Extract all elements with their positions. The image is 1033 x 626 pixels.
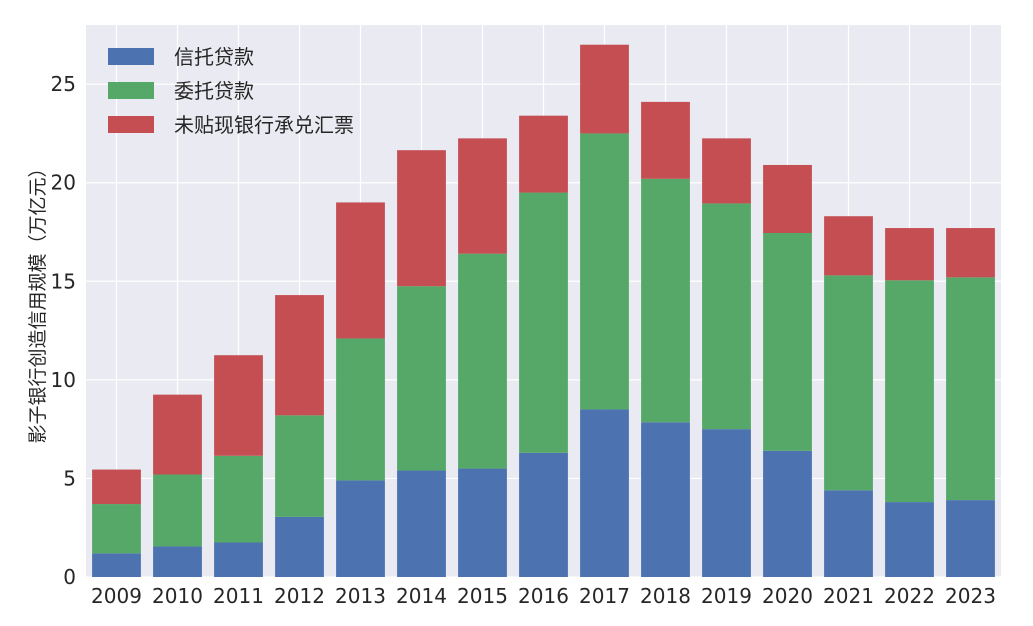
bar-segment-1-2019 — [702, 203, 751, 430]
bar-segment-1-2012 — [275, 415, 324, 517]
y-tick-label: 20 — [51, 171, 76, 195]
x-tick-label: 2011 — [213, 584, 264, 608]
bar-segment-2-2014 — [397, 150, 446, 287]
bar-segment-1-2022 — [885, 280, 934, 503]
bar-segment-2-2019 — [702, 138, 751, 204]
legend-label: 委托贷款 — [174, 79, 254, 103]
bar-segment-0-2013 — [336, 480, 385, 577]
bar-segment-1-2013 — [336, 338, 385, 481]
legend-swatch — [108, 82, 154, 99]
x-tick-label: 2019 — [701, 584, 752, 608]
legend-item: 未贴现银行承兑汇票 — [108, 113, 354, 137]
y-tick-labels: 0 5 10 15 20 25 — [51, 72, 76, 589]
bar-segment-1-2021 — [824, 275, 873, 491]
x-tick-label: 2018 — [640, 584, 691, 608]
bar-segment-0-2010 — [153, 546, 202, 577]
bar-segment-2-2009 — [92, 469, 141, 505]
bar-segment-2-2018 — [641, 101, 690, 179]
bar-segment-1-2018 — [641, 178, 690, 423]
x-tick-labels: 2009 2010 2011 2012 2013 2014 2015 2016 2017 2018… — [91, 584, 996, 608]
bar-segment-1-2017 — [580, 133, 629, 410]
bar-segment-0-2017 — [580, 409, 629, 577]
x-tick-label: 2009 — [91, 584, 142, 608]
bar-segment-2-2012 — [275, 295, 324, 416]
x-tick-label: 2017 — [579, 584, 630, 608]
bar-segment-1-2023 — [946, 277, 995, 501]
bar-segment-0-2011 — [214, 542, 263, 577]
bar-segment-1-2010 — [153, 474, 202, 547]
bar-segment-2-2016 — [519, 115, 568, 193]
y-axis-title: 影子银行创造信用规模（万亿元） — [27, 158, 49, 443]
legend-label: 信托贷款 — [174, 45, 254, 69]
bar-segment-1-2011 — [214, 455, 263, 543]
x-tick-label: 2015 — [457, 584, 508, 608]
x-tick-label: 2023 — [945, 584, 996, 608]
bar-segment-1-2020 — [763, 232, 812, 451]
bar-segment-0-2014 — [397, 470, 446, 577]
bar-segment-0-2021 — [824, 490, 873, 577]
bar-segment-0-2016 — [519, 452, 568, 577]
bar-segment-2-2020 — [763, 164, 812, 233]
bar-segment-2-2015 — [458, 138, 507, 254]
bar-segment-2-2013 — [336, 202, 385, 339]
bars — [92, 44, 995, 577]
y-tick-label: 15 — [51, 269, 76, 293]
bar-segment-2-2022 — [885, 228, 934, 281]
x-tick-label: 2022 — [884, 584, 935, 608]
y-tick-label: 5 — [63, 466, 76, 490]
bar-segment-1-2015 — [458, 253, 507, 469]
bar-segment-0-2020 — [763, 450, 812, 577]
legend-swatch — [108, 116, 154, 133]
x-tick-label: 2013 — [335, 584, 386, 608]
x-tick-label: 2016 — [518, 584, 569, 608]
bar-segment-0-2015 — [458, 468, 507, 577]
x-tick-label: 2014 — [396, 584, 447, 608]
bar-segment-2-2023 — [946, 228, 995, 278]
legend-item: 委托贷款 — [108, 79, 254, 103]
bar-segment-1-2009 — [92, 504, 141, 554]
bar-segment-0-2012 — [275, 516, 324, 577]
x-tick-label: 2010 — [152, 584, 203, 608]
bar-segment-2-2017 — [580, 44, 629, 134]
bar-segment-0-2022 — [885, 502, 934, 577]
bar-segment-2-2010 — [153, 394, 202, 475]
legend-label: 未贴现银行承兑汇票 — [174, 113, 354, 137]
bar-segment-2-2011 — [214, 355, 263, 456]
x-tick-label: 2020 — [762, 584, 813, 608]
bar-segment-2-2021 — [824, 216, 873, 276]
y-tick-label: 10 — [51, 368, 76, 392]
bar-segment-0-2018 — [641, 422, 690, 577]
bar-segment-0-2009 — [92, 553, 141, 577]
y-tick-label: 0 — [63, 565, 76, 589]
legend-swatch — [108, 48, 154, 65]
bar-segment-1-2016 — [519, 192, 568, 453]
x-tick-label: 2021 — [823, 584, 874, 608]
legend-item: 信托贷款 — [108, 45, 254, 69]
y-tick-label: 25 — [51, 72, 76, 96]
x-tick-label: 2012 — [274, 584, 325, 608]
bar-segment-0-2023 — [946, 500, 995, 577]
bar-segment-0-2019 — [702, 429, 751, 577]
bar-segment-1-2014 — [397, 286, 446, 471]
